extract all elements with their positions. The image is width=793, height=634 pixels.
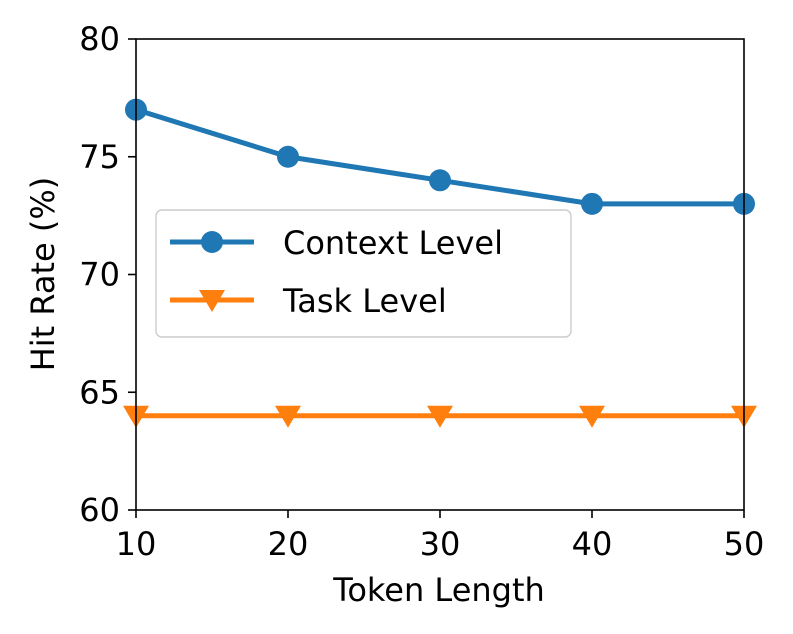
y-tick-label: 80 xyxy=(79,20,120,58)
x-axis-title: Token Length xyxy=(332,571,545,609)
y-axis-title: Hit Rate (%) xyxy=(24,177,62,372)
y-tick-label: 60 xyxy=(79,491,120,529)
data-point-context-level xyxy=(581,192,603,215)
legend-entry-context-level: Context Level xyxy=(170,224,503,262)
x-tick-label: 10 xyxy=(116,525,157,563)
x-tick-label: 30 xyxy=(420,525,461,563)
legend-label-context-level: Context Level xyxy=(283,224,503,262)
legend-box xyxy=(155,209,572,338)
data-point-context-level xyxy=(429,169,451,192)
y-axis-ticks: 60 65 70 75 80 xyxy=(79,20,136,529)
y-tick-label: 70 xyxy=(79,256,120,294)
legend-marker-context-level xyxy=(201,231,223,253)
legend-label-task-level: Task Level xyxy=(282,282,447,320)
plot-frame xyxy=(135,38,745,511)
data-point-context-level xyxy=(277,145,299,168)
y-tick-label: 75 xyxy=(79,138,120,176)
x-tick-label: 20 xyxy=(268,525,309,563)
data-point-task-level xyxy=(579,405,605,428)
x-tick-label: 50 xyxy=(724,525,765,563)
data-point-task-level xyxy=(275,405,301,428)
data-point-task-level xyxy=(427,405,453,428)
legend: Context Level Task Level xyxy=(155,209,572,338)
x-tick-label: 40 xyxy=(572,525,613,563)
legend-marker-task-level xyxy=(199,290,225,312)
legend-entry-task-level: Task Level xyxy=(170,282,447,320)
x-axis-ticks: 10 20 30 40 50 xyxy=(116,510,765,563)
y-tick-label: 65 xyxy=(79,373,120,411)
